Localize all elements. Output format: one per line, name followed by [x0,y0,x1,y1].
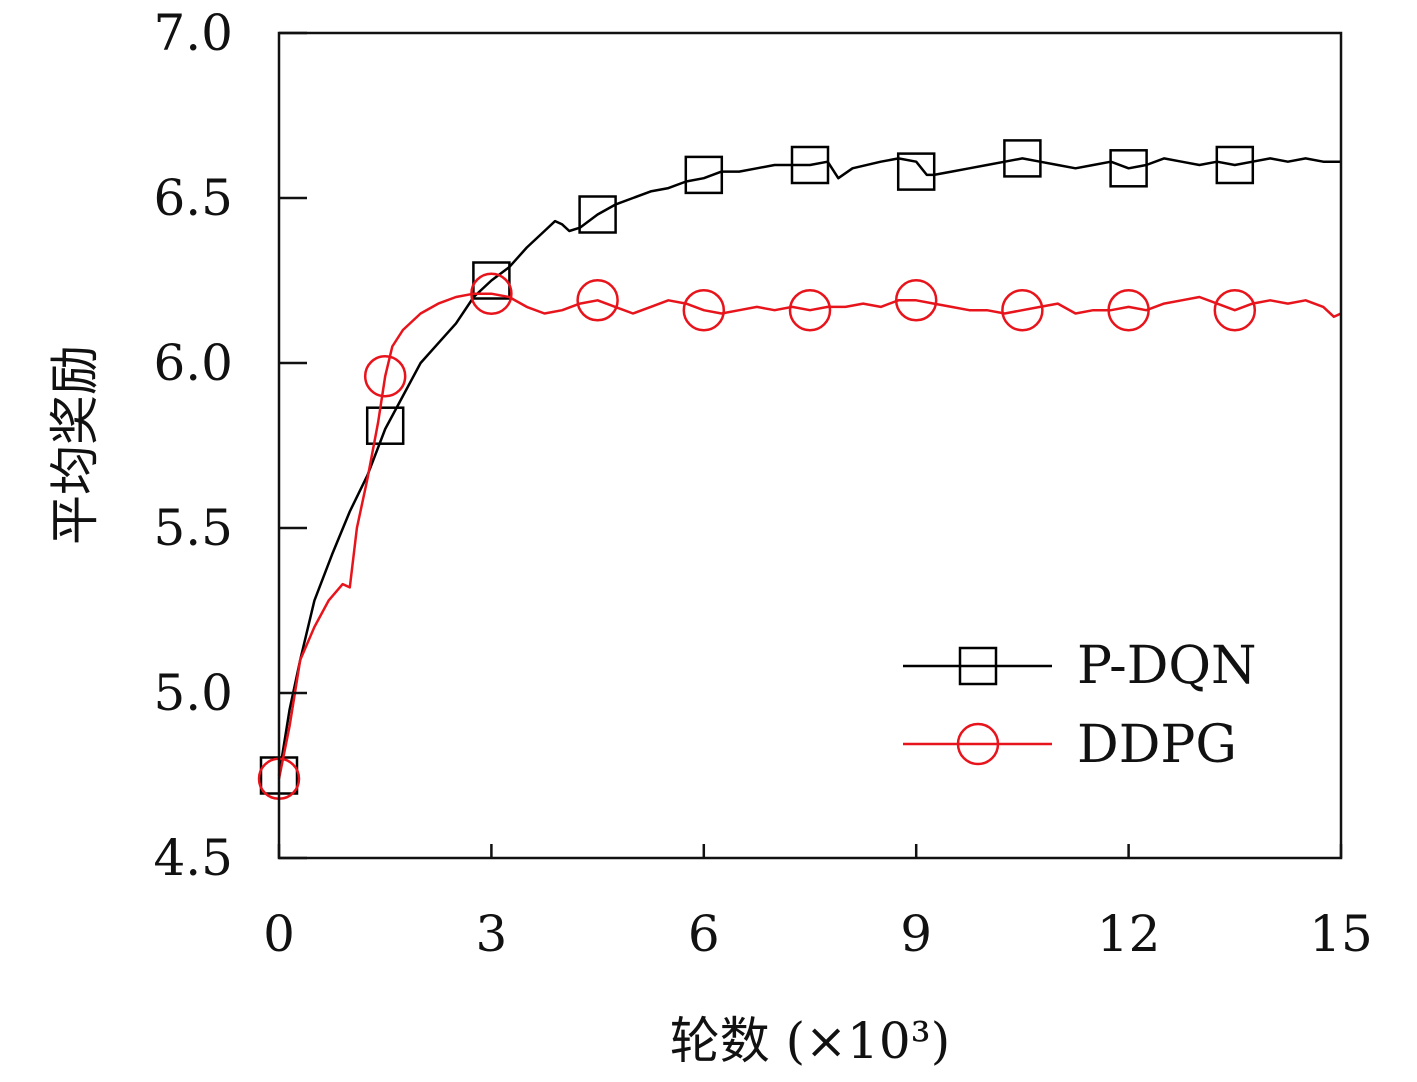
data-point-p-dqn [684,155,724,195]
y-tick-label: 4.5 [153,829,233,887]
y-axis-title: 平均奖励 [46,345,104,545]
legend-marker-ddpg [956,722,1000,766]
data-point-ddpg [894,279,938,322]
data-point-ddpg [1213,288,1257,332]
data-point-p-dqn [472,261,511,300]
data-point-p-dqn [896,152,936,191]
x-tick-label: 3 [475,905,507,963]
plot-frame [277,31,1343,860]
y-tick-label: 5.5 [153,499,233,557]
legend-marker-p-dqn [958,646,998,686]
data-point-p-dqn [578,195,617,234]
data-point-ddpg [682,288,726,332]
data-point-ddpg [1001,288,1044,332]
data-point-ddpg [1107,288,1150,332]
data-point-p-dqn [1215,145,1255,185]
y-tick-label: 6.5 [153,169,233,227]
data-point-p-dqn [1109,149,1148,188]
legend-item-p-dqn: P-DQN [903,636,1257,696]
y-tick-label: 6.0 [153,334,233,392]
x-tick-label: 6 [688,905,720,963]
x-tick-label: 15 [1309,905,1373,963]
data-point-ddpg [576,279,619,322]
data-point-ddpg [470,272,513,315]
data-point-ddpg [363,354,407,398]
x-axis-title: 轮数 (×10³) [670,1012,950,1070]
data-point-p-dqn [790,145,830,185]
data-point-p-dqn [365,406,405,445]
legend-item-ddpg: DDPG [903,715,1237,775]
legend-label-ddpg: DDPG [1077,715,1237,775]
legend: P-DQN DDPG [903,636,1257,775]
y-tick-label: 7.0 [153,4,233,62]
series-line-ddpg [277,292,1342,780]
y-tick-label: 5.0 [153,664,233,722]
x-tick-label: 12 [1097,905,1161,963]
legend-label-p-dqn: P-DQN [1077,636,1257,696]
x-tick-label: 0 [263,905,295,963]
x-tick-label: 9 [900,905,932,963]
data-point-ddpg [788,288,832,332]
data-point-p-dqn [1003,139,1042,178]
